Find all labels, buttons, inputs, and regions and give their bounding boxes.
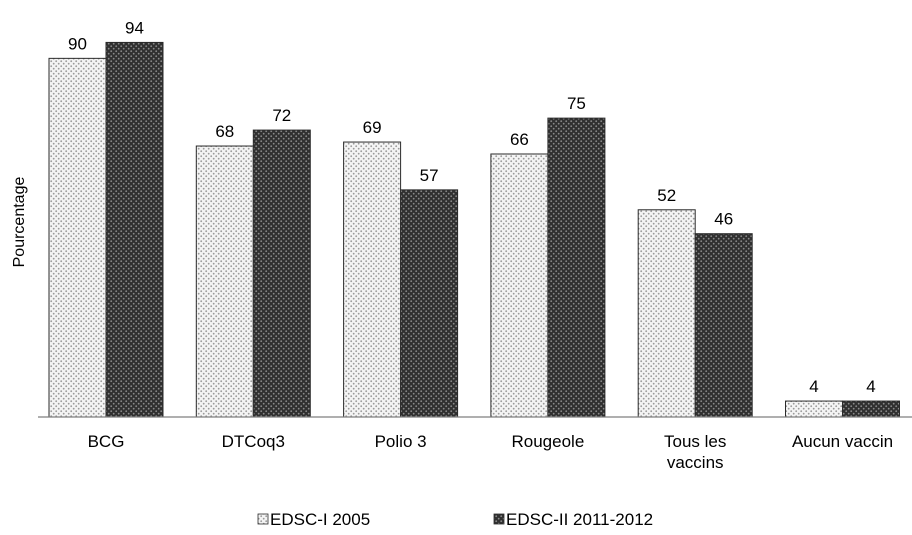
x-tick-label-1: BCG <box>88 432 125 451</box>
data-label-2-1: 94 <box>125 18 144 37</box>
x-tick-label-2: DTCoq3 <box>222 432 285 451</box>
bar-1-4 <box>490 153 549 418</box>
bar-2-5 <box>694 233 753 418</box>
data-labels-group: 90 94 68 72 69 57 66 75 52 46 4 4 <box>68 18 876 396</box>
bar-2-6 <box>842 400 900 418</box>
legend-label-1: EDSC-I 2005 <box>270 510 370 529</box>
x-tick-label-6: Aucun vaccin <box>792 432 893 451</box>
x-tick-labels-group: BCG DTCoq3 Polio 3 Rougeole Tous les vaccins A… <box>88 432 893 472</box>
bar-2-4 <box>547 117 606 418</box>
data-label-1-3: 69 <box>363 118 382 137</box>
legend-label-2: EDSC-II 2011-2012 <box>506 510 653 529</box>
legend-swatch-1 <box>257 513 269 525</box>
x-tick-label-5-line-2: vaccins <box>667 453 724 472</box>
data-label-2-4: 75 <box>567 94 586 113</box>
data-label-2-6: 4 <box>866 377 875 396</box>
bar-2-1 <box>105 41 164 418</box>
data-label-1-4: 66 <box>510 130 529 149</box>
x-tick-label-4: Rougeole <box>512 432 585 451</box>
bar-1-6 <box>785 400 843 418</box>
y-axis-label: Pourcentage <box>11 177 28 268</box>
data-label-2-3: 57 <box>420 166 439 185</box>
bar-2-2 <box>252 129 311 418</box>
x-tick-label-5-line-1: Tous les <box>664 432 726 451</box>
bar-1-5 <box>637 209 696 418</box>
data-label-1-5: 52 <box>657 186 676 205</box>
bars-group <box>48 41 900 418</box>
bar-2-3 <box>400 189 459 418</box>
legend-swatch-2 <box>493 513 505 525</box>
data-label-1-1: 90 <box>68 34 87 53</box>
bar-1-2 <box>195 145 254 418</box>
x-tick-label-3: Polio 3 <box>375 432 427 451</box>
data-label-2-2: 72 <box>272 106 291 125</box>
bar-1-1 <box>48 57 107 418</box>
legend: EDSC-I 2005 EDSC-II 2011-2012 <box>257 510 653 529</box>
bar-1-3 <box>343 141 402 418</box>
data-label-2-5: 46 <box>714 210 733 229</box>
data-label-1-2: 68 <box>215 122 234 141</box>
data-label-1-6: 4 <box>809 377 818 396</box>
